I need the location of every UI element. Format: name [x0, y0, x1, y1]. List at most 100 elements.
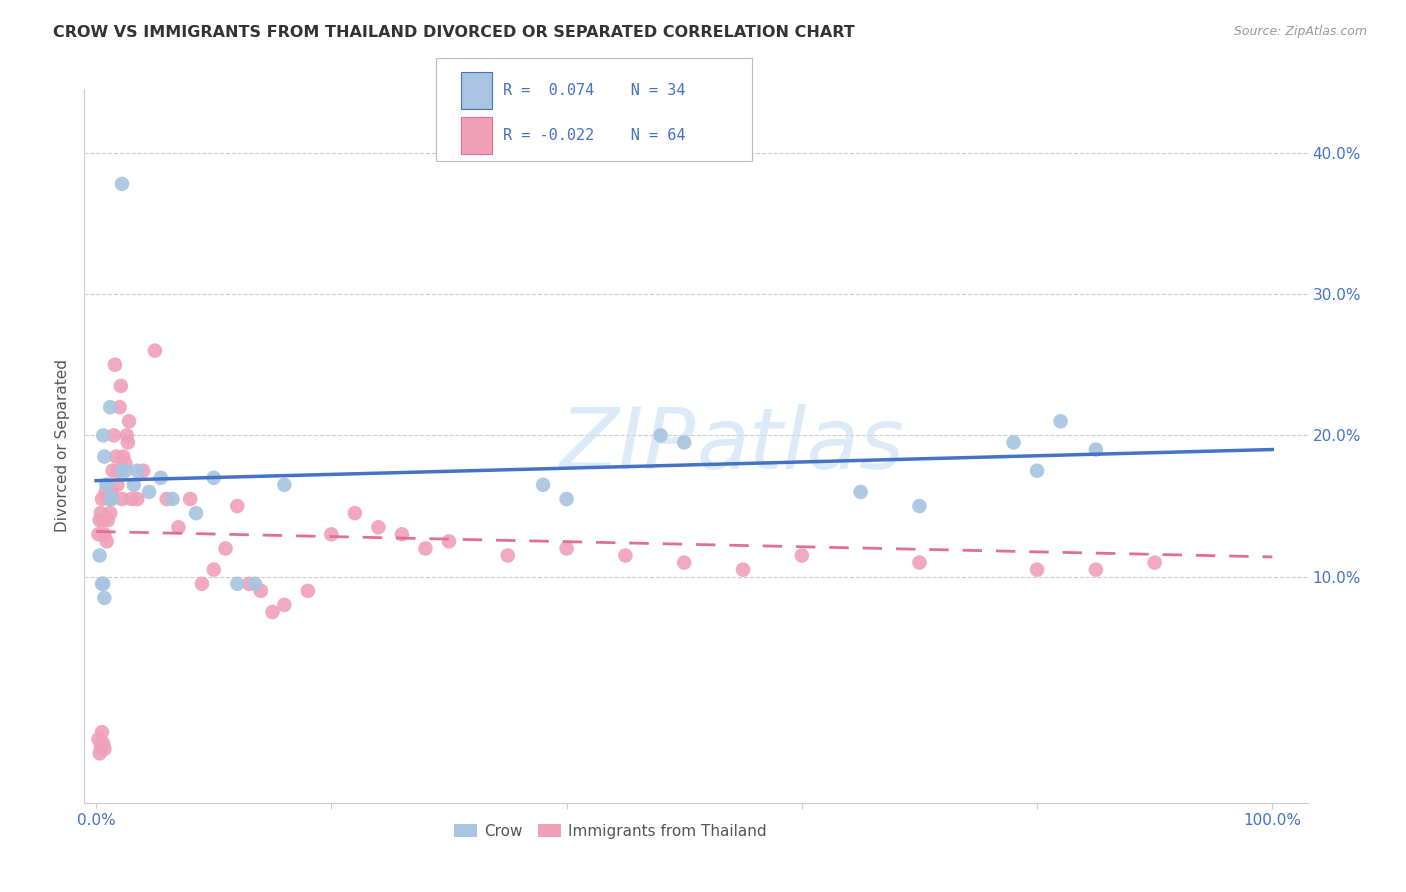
Point [167, 520, 190, 534]
Point [273, 478, 295, 492]
Point [103, 428, 125, 442]
Point [162, 491, 184, 506]
Point [100, 491, 122, 506]
Point [415, 541, 437, 556]
Point [614, 549, 637, 563]
Point [96, 478, 118, 492]
Point [127, 464, 149, 478]
Text: Source: ZipAtlas.com: Source: ZipAtlas.com [1233, 25, 1367, 38]
Point [98, 506, 121, 520]
Point [87, 527, 110, 541]
Point [91, 513, 114, 527]
Point [243, 576, 266, 591]
Point [673, 556, 696, 570]
Point [184, 506, 207, 520]
Point [91, 725, 114, 739]
Point [91, 428, 114, 442]
Point [90, 506, 112, 520]
Point [1084, 563, 1107, 577]
Point [111, 464, 134, 478]
Point [96, 478, 118, 492]
Point [96, 534, 118, 549]
Point [1143, 556, 1166, 570]
Point [107, 464, 129, 478]
Point [91, 576, 114, 591]
Point [91, 576, 114, 591]
Point [101, 464, 124, 478]
Point [156, 491, 179, 506]
Point [90, 739, 112, 754]
Point [650, 428, 672, 442]
Point [91, 736, 114, 750]
Point [97, 513, 120, 527]
Point [249, 583, 271, 598]
Point [114, 464, 136, 478]
Point [149, 471, 172, 485]
Point [143, 343, 166, 358]
Point [238, 576, 260, 591]
Point [94, 484, 117, 499]
Point [111, 491, 134, 506]
Point [1026, 563, 1049, 577]
Point [191, 576, 214, 591]
Point [105, 450, 128, 464]
Point [117, 435, 139, 450]
Point [93, 527, 115, 541]
Point [226, 499, 249, 513]
Point [93, 591, 115, 605]
Point [367, 520, 389, 534]
Point [496, 549, 519, 563]
Point [120, 491, 142, 506]
Point [138, 484, 160, 499]
Point [908, 556, 931, 570]
Point [226, 576, 249, 591]
Point [108, 400, 131, 414]
Y-axis label: Divorced or Separated: Divorced or Separated [55, 359, 70, 533]
Point [297, 583, 319, 598]
Point [105, 478, 128, 492]
Point [127, 491, 149, 506]
Point [115, 428, 138, 442]
Point [391, 527, 413, 541]
Point [118, 414, 141, 428]
Point [202, 563, 225, 577]
Point [1049, 414, 1071, 428]
Point [98, 400, 121, 414]
Point [849, 484, 872, 499]
Point [790, 549, 813, 563]
Point [731, 563, 754, 577]
Point [100, 491, 122, 506]
Point [112, 450, 135, 464]
Point [1084, 442, 1107, 457]
Text: CROW VS IMMIGRANTS FROM THAILAND DIVORCED OR SEPARATED CORRELATION CHART: CROW VS IMMIGRANTS FROM THAILAND DIVORCE… [53, 25, 855, 40]
Point [262, 605, 284, 619]
Point [89, 549, 111, 563]
Point [321, 527, 343, 541]
Point [1002, 435, 1025, 450]
Point [343, 506, 366, 520]
Point [673, 435, 696, 450]
Point [114, 457, 136, 471]
Point [93, 450, 115, 464]
Point [437, 534, 460, 549]
Point [202, 471, 225, 485]
Point [98, 491, 121, 506]
Point [89, 747, 111, 761]
Point [1026, 464, 1049, 478]
Point [132, 464, 155, 478]
Legend: Crow, Immigrants from Thailand: Crow, Immigrants from Thailand [447, 818, 773, 845]
Point [100, 484, 122, 499]
Text: atlas: atlas [696, 404, 904, 488]
Point [104, 358, 127, 372]
Point [122, 478, 145, 492]
Point [111, 177, 134, 191]
Point [89, 513, 111, 527]
Point [908, 499, 931, 513]
Text: R = -0.022    N = 64: R = -0.022 N = 64 [503, 128, 686, 143]
Text: ZIP: ZIP [560, 404, 696, 488]
Point [273, 598, 295, 612]
Point [179, 491, 201, 506]
Point [531, 478, 554, 492]
Point [214, 541, 236, 556]
Point [555, 541, 578, 556]
